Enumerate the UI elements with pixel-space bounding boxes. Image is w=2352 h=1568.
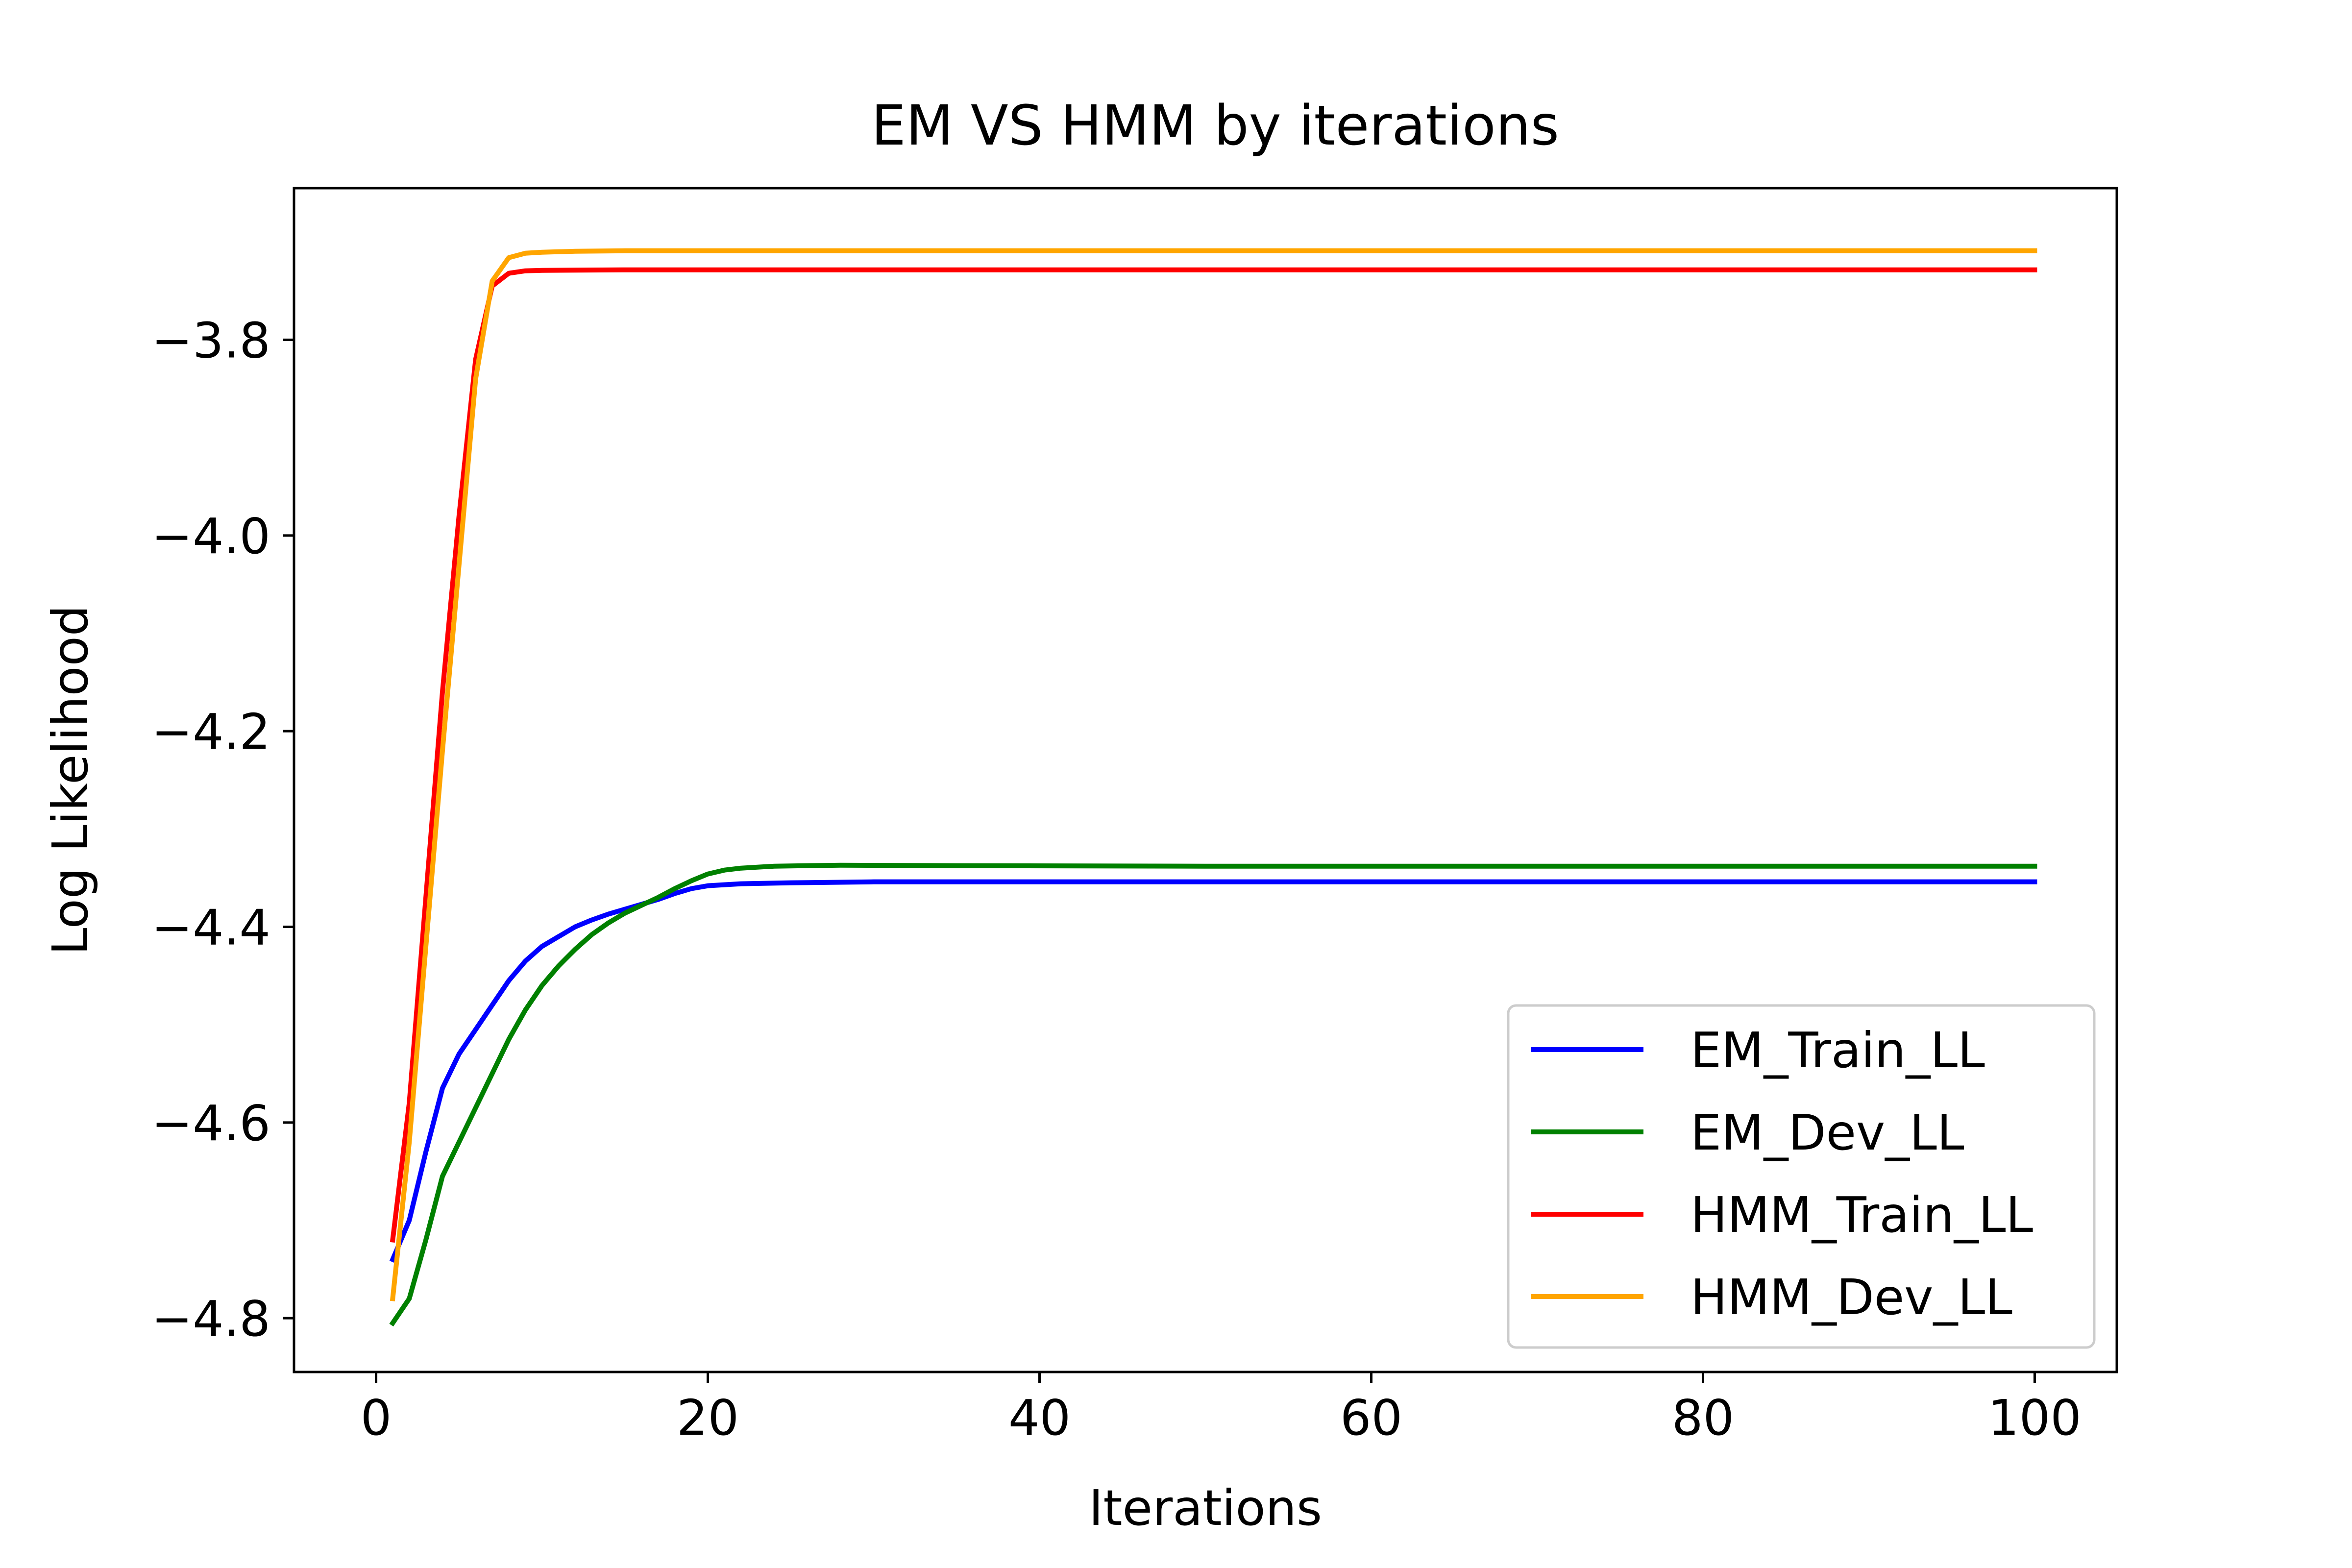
legend-label: HMM_Dev_LL (1690, 1269, 2012, 1326)
y-tick-label: −4.8 (151, 1290, 270, 1348)
legend-box (1507, 1004, 2096, 1349)
plot-area-frame (293, 187, 2118, 1373)
series-line-em-train-ll (389, 879, 2037, 1263)
x-tick-label: 20 (677, 1389, 739, 1446)
y-axis-label: Log Likelihood (42, 605, 99, 956)
legend-entries: EM_Train_LL EM_Dev_LL HMM_Train_LL HMM_Dev_… (1531, 1022, 2033, 1326)
legend-label: HMM_Train_LL (1690, 1186, 2033, 1244)
y-tick-label: −3.8 (151, 312, 270, 369)
y-axis-ticks: −4.8 −4.6 −4.4 −4.2 −4.0 −3.8 (151, 312, 294, 1348)
y-tick-label: −4.4 (151, 899, 270, 956)
series-line-hmm-dev-ll (390, 248, 2037, 1301)
x-tick-label: 40 (1008, 1389, 1071, 1446)
y-tick-label: −4.6 (151, 1095, 270, 1152)
series-lines (389, 248, 2037, 1327)
legend-label: EM_Train_LL (1690, 1022, 1985, 1079)
legend-label: EM_Dev_LL (1690, 1104, 1964, 1161)
x-tick-label: 60 (1340, 1389, 1402, 1446)
x-tick-label: 80 (1672, 1389, 1734, 1446)
y-tick-label: −4.0 (151, 508, 270, 565)
legend: EM_Train_LL EM_Dev_LL HMM_Train_LL HMM_Dev_… (1507, 1004, 2096, 1349)
x-axis-ticks: 0 20 40 60 80 100 (361, 1372, 2082, 1446)
series-line-hmm-train-ll (390, 267, 2037, 1243)
x-tick-label: 0 (361, 1389, 392, 1446)
chart-title: EM VS HMM by iterations (871, 94, 1559, 158)
series-line-em-dev-ll (389, 862, 2037, 1327)
x-axis-label: Iterations (1089, 1479, 1322, 1537)
x-tick-label: 100 (1988, 1389, 2082, 1446)
y-tick-label: −4.2 (151, 703, 270, 760)
